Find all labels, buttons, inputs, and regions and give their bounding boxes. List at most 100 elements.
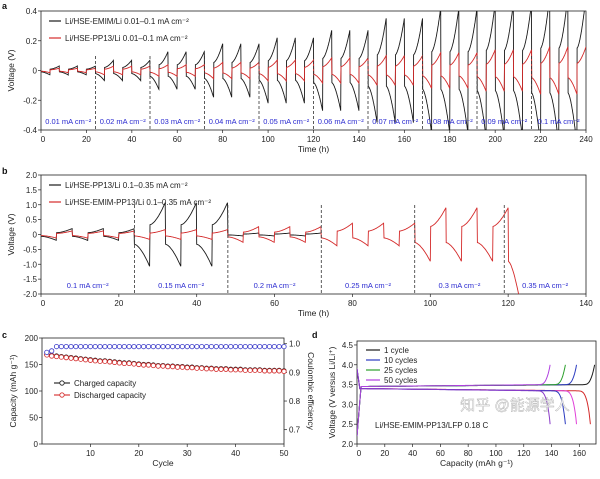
data-point-series-3 [170,343,176,350]
data-point-series-2 [145,362,152,368]
x-tick-label: 10 [86,449,95,458]
data-point-series-3 [73,343,79,350]
data-point-series-3 [228,343,234,350]
data-point-series-2 [247,367,253,373]
current-density-label: 0.06 mA cm⁻² [318,117,365,126]
x-tick-label: 20 [380,449,389,458]
data-point-series-2 [281,368,287,374]
y-tick-label: 50 [29,414,38,423]
y-tick-label: -0.4 [23,126,37,135]
data-point-series-2 [87,357,94,363]
legend-label: 50 cycles [384,376,417,385]
current-density-label: 0.25 mA cm⁻² [345,281,392,290]
data-point-series-3 [247,343,253,350]
x-tick-label: 40 [192,299,201,308]
series-line-2 [41,46,586,95]
data-point-series-2 [49,353,55,359]
x-tick-label: 180 [443,135,457,144]
x-tick-label: 20 [82,135,91,144]
current-density-label: 0.15 mA cm⁻² [158,281,205,290]
data-point-series-3 [78,343,84,350]
data-point-series-3 [208,343,214,350]
data-point-series-2 [97,358,103,364]
y-tick-label: 0 [33,231,38,240]
data-point-series-3 [276,343,282,350]
panel-label-d: d [312,330,318,340]
x-tick-label: 100 [261,135,275,144]
legend-label: 10 cycles [384,356,417,365]
data-point-series-3 [233,343,239,350]
x-tick-label: 240 [579,135,593,144]
series-line-1 [41,11,585,130]
y-tick-label: 100 [25,387,39,396]
y-tick-label: 3.0 [342,400,354,409]
data-point-series-2 [179,364,185,370]
y2-tick-label: 1.0 [289,340,301,349]
panel-label-c: c [2,330,7,340]
x-axis-title: Cycle [152,458,174,468]
current-density-label: 0.3 mA cm⁻² [439,281,481,290]
y2-tick-label: 0.9 [289,368,301,377]
y-tick-label: 200 [25,334,39,343]
data-point-series-3 [92,343,98,350]
data-point-series-2 [242,367,248,373]
current-density-label: 0.04 mA cm⁻² [209,117,256,126]
x-tick-label: 80 [348,299,357,308]
x-tick-label: 20 [114,299,123,308]
y-tick-label: 4.0 [342,361,354,370]
current-density-label: 0.05 mA cm⁻² [263,117,310,126]
x-tick-label: 120 [501,299,515,308]
cell-annotation: Li/HSE-EMIM-PP13/LFP 0.18 C [375,421,488,430]
legend-label: Li/HSE-PP13/Li 0.1–0.35 mA cm⁻² [65,181,188,190]
discharge-curve [357,368,551,425]
data-point-series-3 [189,343,195,350]
panel-b-voltage-profile: 0 20 40 60 80 100 120 140 -2.0 -1.5 -1.0 -0.5 0 0.5 1.… [6,171,593,318]
data-point-series-2 [252,367,258,373]
data-point-series-2 [53,353,60,360]
data-point-series-2 [126,360,132,367]
panel-label-b: b [2,166,8,176]
data-point-series-2 [73,356,79,362]
y-tick-label: 1.5 [26,186,38,195]
data-point-series-2 [155,363,161,369]
data-point-series-3 [213,343,219,350]
data-point-series-3 [281,343,287,350]
data-point-series-3 [49,348,55,354]
data-point-series-2 [257,367,263,373]
x-tick-label: 120 [517,449,531,458]
y-tick-label: 2.5 [342,420,354,429]
y-axis-title: Voltage (V versus Li/Li⁺) [327,346,337,438]
data-point-series-3 [223,343,229,350]
x-tick-label: 120 [307,135,321,144]
panel-c-cycling-capacity: 10 20 30 40 50 0 50 100 150 200 Cycle Capacity (mAh… [8,334,316,468]
y2-axis-title: Coulombic efficiency [306,352,316,431]
data-point-series-3 [165,343,171,350]
data-point-series-3 [63,343,69,350]
data-point-series-2 [136,361,142,368]
y-tick-label: 150 [25,361,39,370]
data-point-series-2 [82,357,89,363]
data-point-series-3 [141,343,147,350]
y-tick-label: -0.5 [23,245,37,254]
x-tick-label: 0 [357,449,362,458]
data-point-series-2 [194,365,200,371]
data-point-series-3 [68,343,74,350]
data-point-series-2 [102,358,108,364]
data-point-series-3 [252,343,258,350]
x-tick-label: 20 [134,449,143,458]
legend-label: 1 cycle [384,346,409,355]
x-tick-label: 160 [573,449,587,458]
x-axis-title: Time (h) [298,144,329,154]
x-tick-label: 30 [183,449,192,458]
data-point-series-2 [170,364,176,370]
data-point-series-2 [131,361,137,367]
data-point-series-3 [184,343,190,350]
x-tick-label: 60 [436,449,445,458]
data-point-series-2 [189,365,195,371]
data-point-series-2 [203,366,210,372]
data-point-series-3 [150,343,156,350]
y-tick-label: 0.5 [26,216,38,225]
data-point-series-2 [266,368,273,374]
legend-label: 25 cycles [384,366,417,375]
data-point-series-2 [218,366,224,372]
